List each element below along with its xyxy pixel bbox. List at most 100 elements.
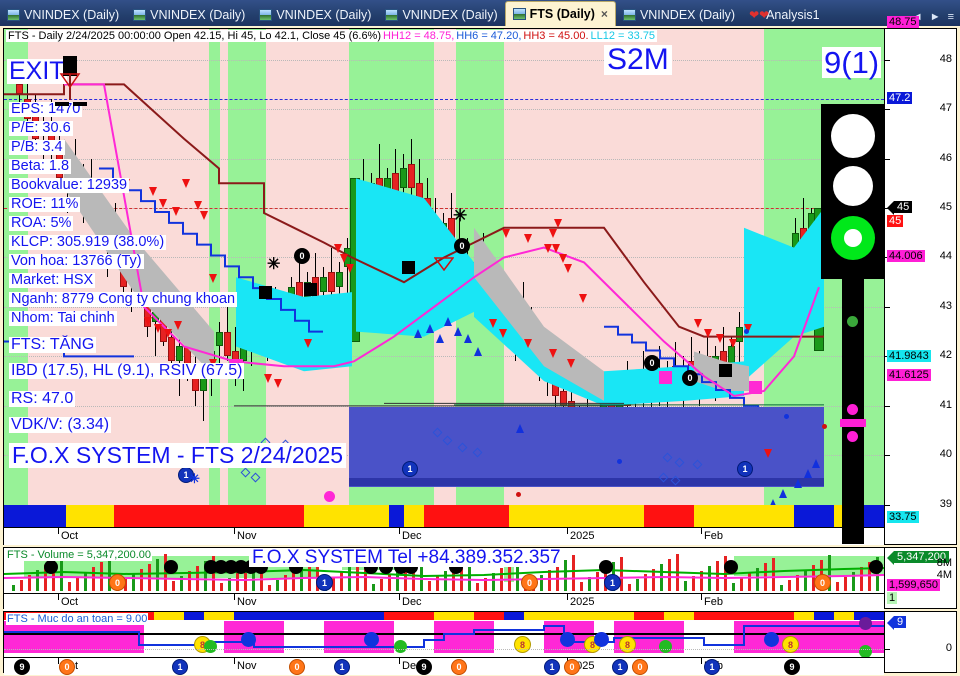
info-row-8: Von hoa: 13766 (Ty) (9, 253, 144, 269)
signal-badge: 0 (644, 355, 660, 371)
buy-arrow-icon (436, 334, 444, 343)
x-axis-label: Nov (234, 594, 257, 608)
volume-bar (628, 584, 631, 591)
exit-flag-icon (55, 56, 87, 106)
sell-arrow-icon (499, 329, 507, 338)
chart-icon (622, 9, 636, 21)
hh12-label: HH12 = 48.75, (383, 30, 455, 42)
axis-label-ll12: 33.75 (887, 511, 919, 523)
hh6-line (4, 99, 884, 101)
tab-next-icon[interactable]: ► (929, 11, 941, 23)
sell-arrow-icon (544, 244, 552, 253)
safety-blue-dot (764, 632, 779, 647)
volume-bar (876, 557, 879, 591)
sell-arrow-icon (174, 321, 182, 330)
signal-badge: 1 (737, 461, 753, 477)
volume-bar (620, 557, 623, 591)
ribbon-segment (859, 505, 884, 527)
tab-fts-active[interactable]: FTS (Daily) × (504, 1, 616, 26)
safety-badge: 8 (782, 636, 799, 653)
ribbon-segment (334, 505, 389, 527)
price-axis-tickmark (885, 455, 890, 457)
sell-arrow-icon (764, 449, 772, 458)
volume-bar (188, 571, 191, 591)
volume-bar (204, 561, 207, 591)
info-row-6: ROA: 5% (9, 215, 74, 231)
sell-arrow-icon (524, 339, 532, 348)
volume-bar (572, 555, 575, 591)
volume-axis: 5,347,200 8M 4M 1,599,650 1 (884, 548, 956, 608)
volume-bar (372, 584, 375, 591)
safety-x-badge: 9 (784, 659, 800, 675)
safety-blue-dot (560, 632, 575, 647)
safety-x-badge: 9 (416, 659, 432, 675)
sell-arrow-icon (744, 324, 752, 333)
star-marker-icon: ✳ (453, 206, 468, 225)
tab-vnindex-5[interactable]: VNINDEX (Daily) (616, 4, 742, 26)
tab-vnindex-1[interactable]: VNINDEX (Daily) (0, 4, 126, 26)
info-row-9: Market: HSX (9, 272, 96, 288)
rs-label: RS: 47.0 (9, 390, 76, 408)
buy-arrow-icon (804, 469, 812, 478)
x-axis-label: Nov (234, 528, 257, 542)
safety-axis-tickmark (885, 649, 890, 650)
tab-label: VNINDEX (Daily) (276, 8, 372, 22)
info-row-11: Nhom: Tai chinh (9, 310, 117, 326)
volume-dot (869, 560, 883, 574)
volume-bar (812, 565, 815, 591)
candle-wick (219, 321, 220, 377)
s2m-label: S2M (604, 45, 672, 75)
sell-arrow-icon (489, 319, 497, 328)
safety-x-badge: 1 (704, 659, 720, 675)
close-icon[interactable]: × (600, 7, 608, 21)
signal-badge: 1 (402, 461, 418, 477)
volume-bar (348, 567, 351, 591)
background-band (220, 29, 228, 527)
volume-value-tag: 5,347,200 (887, 551, 949, 565)
price-pane[interactable]: 000011111✳✳✳✳ 4847464544434241403948.754… (3, 15, 957, 545)
dot-marker (784, 414, 789, 419)
safety-blue-dot (241, 632, 256, 647)
tab-analysis1[interactable]: ❤❤ Analysis1 (742, 4, 827, 26)
volume-dot (599, 560, 613, 574)
safety-ribbon-segment (704, 612, 794, 620)
safety-x-badge: 1 (544, 659, 560, 675)
x-axis-label: Feb (701, 528, 723, 542)
info-row-4: Bookvalue: 12939 (9, 177, 130, 193)
tab-vnindex-4[interactable]: VNINDEX (Daily) (378, 4, 504, 26)
volume-bar (732, 583, 735, 591)
sell-arrow-icon (159, 199, 167, 208)
volume-bar (580, 582, 583, 591)
volume-bar (756, 568, 759, 591)
volume-bar (644, 574, 647, 591)
volume-bar (68, 582, 71, 591)
axis-label-41-61: 41.6125 (887, 368, 931, 381)
volume-ma-lines (4, 567, 884, 582)
volume-bar (156, 559, 159, 591)
tab-vnindex-3[interactable]: VNINDEX (Daily) (252, 4, 378, 26)
volume-bar (220, 583, 223, 591)
tab-vnindex-2[interactable]: VNINDEX (Daily) (126, 4, 252, 26)
ribbon-segment (90, 505, 114, 527)
buy-arrow-icon (794, 479, 802, 488)
volume-bar (396, 569, 399, 591)
price-axis-tick: 44 (939, 250, 952, 263)
buy-arrow-icon (474, 347, 482, 356)
sell-arrow-icon (549, 229, 557, 238)
volume-bar (468, 556, 471, 591)
price-axis-tick: 48 (939, 52, 952, 65)
count-label: 9(1) (822, 45, 882, 80)
sell-arrow-icon (304, 339, 312, 348)
sell-arrow-icon (524, 234, 532, 243)
safety-blue-dot (364, 632, 379, 647)
candle-wick (323, 267, 324, 322)
tab-list-icon[interactable]: ≡ (947, 11, 954, 23)
buy-arrow-icon (812, 459, 820, 468)
volume-bar (292, 570, 295, 591)
volume-bar (780, 585, 783, 591)
volume-bar (484, 578, 487, 591)
volume-bar (92, 567, 95, 591)
